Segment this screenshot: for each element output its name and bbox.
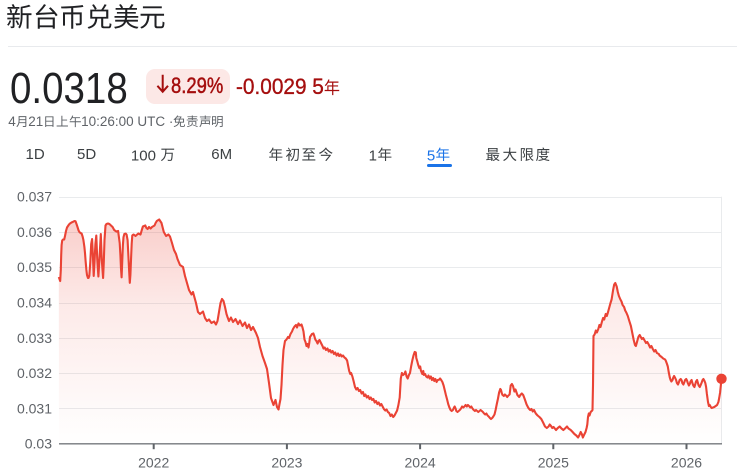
svg-text:0.034: 0.034 [17,295,52,311]
svg-text:2024: 2024 [405,455,436,471]
svg-text:2025: 2025 [538,455,569,471]
svg-text:0.033: 0.033 [17,330,52,346]
svg-text:0.035: 0.035 [17,259,52,275]
svg-text:2026: 2026 [671,455,702,471]
svg-text:0.036: 0.036 [17,224,52,240]
svg-text:2022: 2022 [138,455,169,471]
svg-text:0.031: 0.031 [17,400,52,416]
svg-text:2023: 2023 [271,455,302,471]
svg-text:0.032: 0.032 [17,365,52,381]
svg-text:0.03: 0.03 [25,436,52,452]
svg-text:0.037: 0.037 [17,189,52,205]
